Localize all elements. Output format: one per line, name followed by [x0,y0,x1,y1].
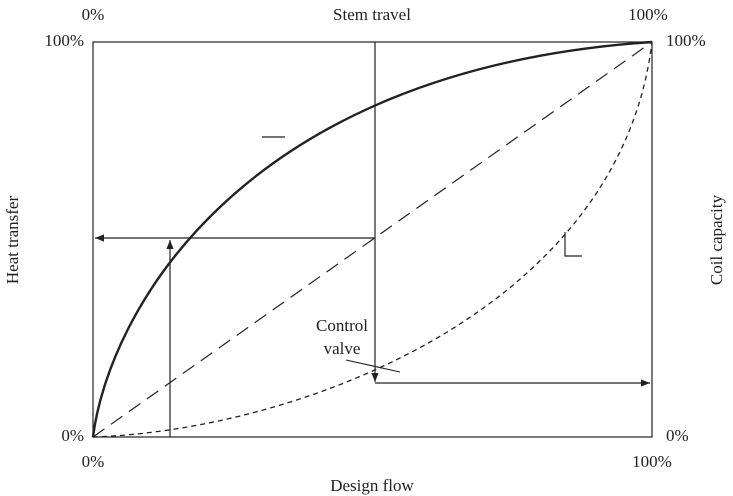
leader-line [345,359,401,373]
linear-line [92,41,653,438]
annotation: valve [324,339,361,358]
top-title: Stem travel [333,5,411,24]
bottom-end: 100% [632,452,672,471]
bottom-title: Design flow [330,476,414,495]
annotation: Control [316,316,368,335]
heat-transfer-curve [91,40,653,438]
right-end: 100% [666,31,706,50]
valve-curve [92,41,653,438]
curve-marker [564,232,582,257]
right-title: Coil capacity [707,194,726,285]
left-end: 100% [44,31,84,50]
top-end: 100% [628,5,668,24]
left-start: 0% [61,426,84,445]
plot-frame [92,41,653,438]
right-start: 0% [666,426,689,445]
left-title: Heat transfer [3,196,22,285]
bottom-start: 0% [82,452,105,471]
top-start: 0% [82,5,105,24]
